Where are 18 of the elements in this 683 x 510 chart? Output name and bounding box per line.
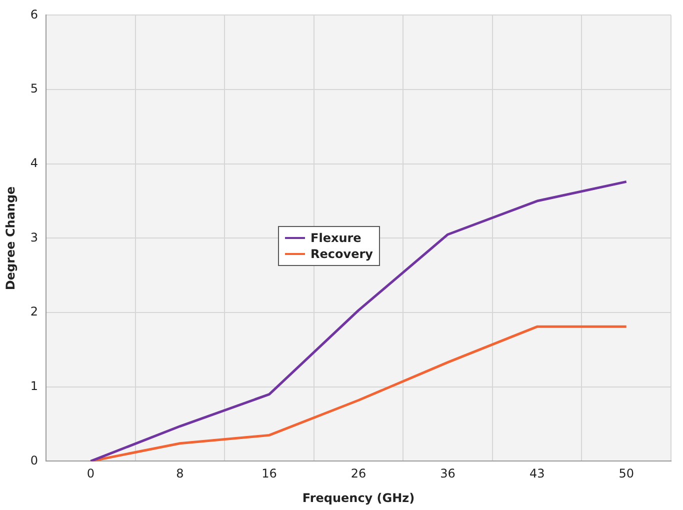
- y-tick-label: 0: [30, 453, 38, 468]
- x-tick-label: 50: [618, 466, 634, 481]
- x-axis-title: Frequency (GHz): [302, 490, 415, 505]
- legend-label: Flexure: [310, 230, 362, 246]
- y-axis-title: Degree Change: [3, 186, 18, 290]
- y-tick-label: 4: [30, 156, 38, 170]
- y-tick-label: 2: [30, 304, 38, 319]
- x-tick-label: 26: [350, 466, 366, 481]
- x-tick-label: 16: [262, 466, 277, 481]
- x-tick-label: 36: [440, 466, 456, 481]
- y-tick-label: 3: [30, 230, 38, 244]
- legend-label: Recovery: [310, 246, 373, 262]
- y-tick-label: 6: [30, 7, 38, 22]
- y-tick-label: 1: [30, 378, 38, 393]
- y-tick-label: 5: [30, 82, 38, 96]
- x-tick-label: 43: [529, 466, 545, 481]
- x-tick-label: 8: [176, 466, 184, 481]
- x-tick-label: 0: [86, 466, 94, 481]
